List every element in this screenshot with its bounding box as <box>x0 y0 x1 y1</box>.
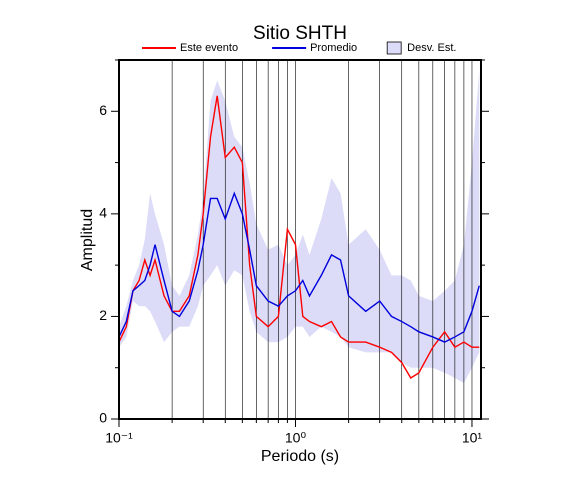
x-tick-label: 10⁰ <box>285 430 307 446</box>
y-tick-label: 2 <box>99 307 107 323</box>
y-tick-label: 6 <box>99 102 107 118</box>
x-tick-label: 10⁻¹ <box>105 430 133 446</box>
x-axis-label: Periodo (s) <box>261 448 339 465</box>
legend-label: Este evento <box>180 42 238 54</box>
series-line <box>118 95 480 379</box>
legend-swatch <box>386 41 402 55</box>
legend-label: Promedio <box>310 42 357 54</box>
chart-title: Sitio SHTH <box>253 23 347 44</box>
legend-label: Desv. Est. <box>407 42 456 54</box>
std-band <box>119 70 480 384</box>
y-tick-label: 0 <box>99 410 107 426</box>
y-tick-label: 4 <box>99 205 107 221</box>
x-tick-label: 10¹ <box>462 430 483 446</box>
y-axis-label: Amplitud <box>79 209 96 271</box>
series-line <box>118 191 480 343</box>
plot-frame <box>118 59 482 420</box>
